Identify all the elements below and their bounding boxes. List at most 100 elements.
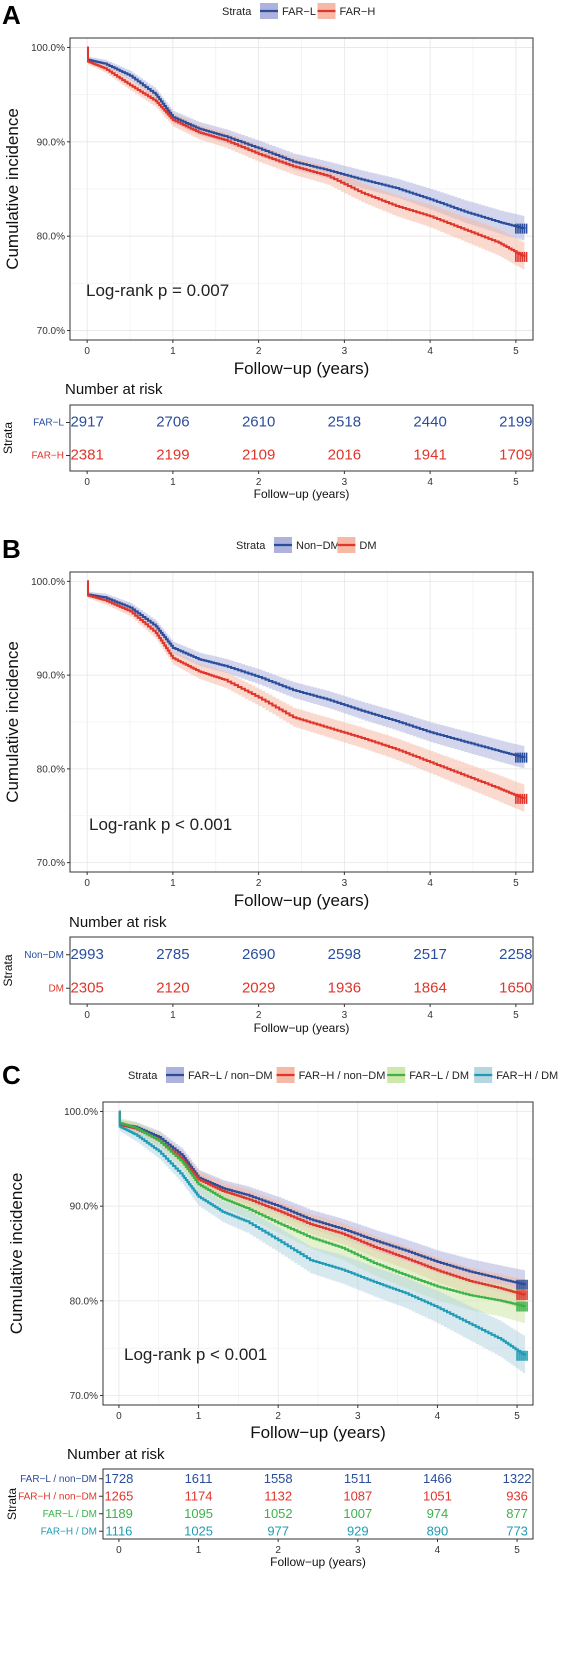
y-tick-label: 90.0%	[37, 137, 65, 148]
risk-x-axis-title: Follow−up (years)	[254, 1021, 350, 1035]
risk-cell: 1025	[184, 1523, 213, 1538]
risk-row-label: FAR−H / non−DM	[18, 1491, 97, 1502]
y-tick-label: 100.0%	[31, 43, 65, 54]
x-tick-label: 2	[256, 878, 262, 889]
risk-cell: 890	[427, 1523, 449, 1538]
risk-row-label: FAR−L	[33, 418, 64, 429]
legend-title: Strata	[236, 540, 266, 552]
risk-cell: 2440	[413, 414, 446, 431]
panel-letter: A	[2, 0, 21, 30]
legend-item: FAR−H / non−DM	[276, 1067, 385, 1083]
log-rank-annotation: Log-rank p < 0.001	[89, 815, 232, 834]
risk-x-tick-label: 4	[427, 1010, 433, 1021]
risk-x-tick-label: 4	[435, 1545, 441, 1556]
risk-cell: 2917	[70, 414, 103, 431]
y-tick-label: 100.0%	[31, 577, 65, 588]
x-tick-label: 5	[514, 1411, 520, 1422]
risk-x-tick-label: 2	[256, 1010, 262, 1021]
risk-cell: 1322	[503, 1471, 532, 1486]
series-line	[118, 1110, 527, 1356]
risk-x-tick-label: 4	[427, 477, 433, 488]
risk-cell: 2199	[499, 414, 532, 431]
risk-x-tick-label: 5	[513, 477, 519, 488]
risk-cell: 2690	[242, 946, 275, 963]
risk-cell: 2305	[70, 979, 103, 996]
y-axis-title: Cumulative incidence	[3, 108, 22, 270]
series-line	[87, 580, 526, 799]
risk-cell: 877	[506, 1506, 528, 1521]
y-tick-label: 90.0%	[37, 671, 65, 682]
risk-table-border	[69, 936, 534, 1005]
legend-title: Strata	[222, 6, 252, 18]
risk-x-tick-label: 1	[170, 477, 176, 488]
legend-item: FAR−L / non−DM	[166, 1067, 273, 1083]
risk-cell: 977	[267, 1523, 289, 1538]
series-ci-band	[87, 47, 525, 271]
risk-cell: 1051	[423, 1488, 452, 1503]
y-tick-label: 70.0%	[37, 858, 65, 869]
legend: Strata FAR−L FAR−H	[222, 3, 375, 19]
risk-cell: 2029	[242, 979, 275, 996]
risk-cell: 2120	[156, 979, 189, 996]
risk-table-strata-label: Strata	[5, 1488, 19, 1520]
series-ci-band	[87, 581, 525, 769]
risk-cell: 2381	[70, 447, 103, 464]
risk-cell: 1095	[184, 1506, 213, 1521]
legend-item: Non−DM	[274, 537, 340, 553]
risk-cell: 1709	[499, 447, 532, 464]
legend-item: FAR−L	[260, 3, 316, 19]
risk-cell: 1189	[105, 1506, 133, 1521]
risk-x-tick-label: 2	[275, 1545, 281, 1556]
risk-table-title: Number at risk	[65, 381, 163, 398]
panel-c: C Strata FAR−L / non−DM FAR−H / non−DM FAR−L…	[2, 1060, 558, 1569]
series-ci-band	[118, 1111, 526, 1311]
risk-x-tick-label: 3	[342, 1010, 348, 1021]
plot-area	[102, 1101, 534, 1406]
risk-cell: 1116	[105, 1523, 132, 1538]
risk-x-tick-label: 3	[342, 477, 348, 488]
panel-letter: B	[2, 534, 21, 564]
risk-row-label: FAR−L / non−DM	[20, 1474, 97, 1485]
x-tick-label: 3	[355, 1411, 361, 1422]
risk-table-row: FAR−H / non−DM 1265 1174 1132 1087 1051 936	[18, 1488, 528, 1503]
risk-cell: 1265	[104, 1488, 133, 1503]
x-tick-label: 0	[116, 1411, 122, 1422]
x-tick-label: 3	[342, 878, 348, 889]
risk-table-strata-label: Strata	[1, 954, 15, 986]
series-line	[87, 580, 526, 758]
risk-table-row: FAR−L / non−DM 1728 1611 1558 1511 1466 1322	[20, 1471, 531, 1486]
x-tick-label: 5	[513, 346, 519, 357]
legend-label: FAR−H / DM	[496, 1070, 558, 1082]
legend-label: FAR−L	[282, 6, 316, 18]
risk-row-label: FAR−H / DM	[41, 1526, 97, 1537]
risk-table-row: FAR−H 2381 2199 2109 2016 1941 1709	[31, 447, 532, 464]
y-tick-label: 80.0%	[37, 764, 65, 775]
risk-table: Number at risk FAR−L 2917 2706 2610 2518 2440 2…	[1, 381, 534, 501]
y-tick-label: 80.0%	[70, 1296, 98, 1307]
risk-cell: 1466	[423, 1471, 452, 1486]
legend-label: Non−DM	[296, 540, 340, 552]
legend-label: FAR−H	[340, 6, 376, 18]
x-tick-label: 1	[170, 346, 176, 357]
y-tick-label: 70.0%	[37, 326, 65, 337]
series-ci-band	[118, 1111, 526, 1299]
legend-item: FAR−H / DM	[474, 1067, 558, 1083]
risk-row-label: FAR−L / DM	[43, 1509, 97, 1520]
panel-letter: C	[2, 1060, 21, 1090]
legend: Strata Non−DM DM	[236, 537, 377, 553]
legend-item: DM	[337, 537, 377, 553]
risk-table: Number at risk FAR−L / non−DM 1728 1611 1558…	[5, 1446, 534, 1569]
x-tick-label: 4	[427, 346, 433, 357]
plot-border	[102, 1101, 534, 1406]
risk-table-border	[102, 1468, 534, 1540]
x-tick-label: 5	[513, 878, 519, 889]
risk-table-title: Number at risk	[67, 1446, 165, 1463]
risk-cell: 1087	[343, 1488, 372, 1503]
risk-cell: 1511	[344, 1471, 372, 1486]
x-axis-title: Follow−up (years)	[234, 359, 370, 378]
x-tick-label: 4	[427, 878, 433, 889]
y-tick-label: 100.0%	[64, 1107, 98, 1118]
risk-x-tick-label: 2	[256, 477, 262, 488]
